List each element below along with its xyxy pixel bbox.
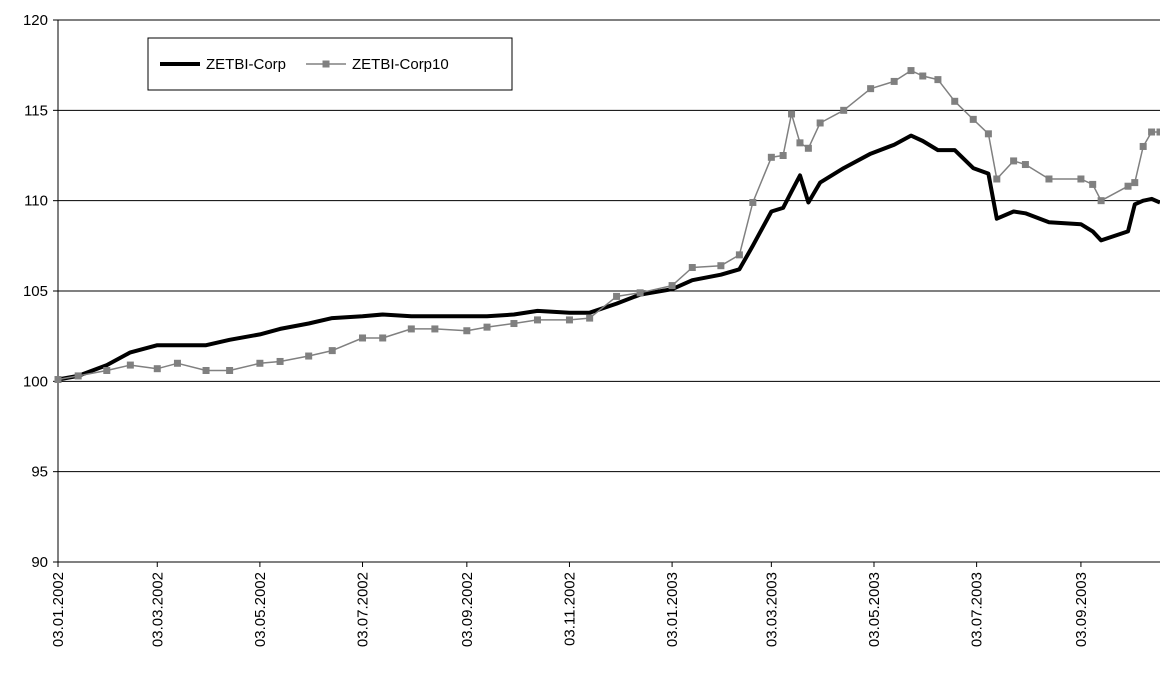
y-tick-label: 95 — [31, 464, 48, 481]
x-tick-label: 03.11.2002 — [561, 572, 578, 646]
x-tick-label: 03.07.2002 — [355, 572, 372, 647]
y-tick-label: 90 — [31, 554, 48, 571]
series-marker — [767, 153, 775, 161]
series-marker — [919, 72, 927, 80]
series-marker — [1045, 175, 1053, 183]
series-marker — [1124, 182, 1132, 190]
series-marker — [276, 357, 284, 365]
series-marker — [867, 85, 875, 93]
series-marker — [431, 325, 439, 333]
series-marker — [305, 352, 313, 360]
series-marker — [993, 175, 1001, 183]
legend-marker — [322, 60, 330, 68]
series-marker — [483, 323, 491, 331]
series-marker — [202, 366, 210, 374]
series-marker — [951, 97, 959, 105]
series-marker — [796, 139, 804, 147]
x-tick-label: 03.03.2002 — [149, 572, 166, 647]
series-marker — [840, 106, 848, 114]
series-marker — [804, 144, 812, 152]
y-tick-label: 120 — [23, 12, 48, 29]
series-marker — [533, 316, 541, 324]
series-marker — [969, 115, 977, 123]
series-marker — [1148, 128, 1156, 136]
x-tick-label: 03.09.2003 — [1073, 572, 1090, 647]
legend-label: ZETBI-Corp10 — [352, 56, 449, 73]
x-tick-label: 03.01.2002 — [50, 572, 67, 647]
series-marker — [735, 251, 743, 259]
series-line — [57, 69, 1160, 381]
series-marker — [463, 327, 471, 335]
series-marker — [934, 76, 942, 84]
series-marker — [359, 334, 367, 342]
series-marker — [688, 264, 696, 272]
series-marker — [890, 77, 898, 85]
series-marker — [407, 325, 415, 333]
series-marker — [256, 359, 264, 367]
series-marker — [1156, 128, 1160, 136]
x-tick-label: 03.05.2002 — [252, 572, 269, 647]
x-tick-label: 03.09.2002 — [459, 572, 476, 647]
x-tick-label: 03.05.2003 — [866, 572, 883, 647]
series-marker — [788, 110, 796, 118]
x-tick-label: 03.03.2003 — [763, 572, 780, 647]
series-marker — [74, 372, 82, 380]
series-marker — [613, 292, 621, 300]
series-marker — [153, 365, 161, 373]
series-marker — [586, 314, 594, 322]
series-marker — [126, 361, 134, 369]
series-marker — [1139, 142, 1147, 150]
series-marker — [103, 366, 111, 374]
legend-label: ZETBI-Corp — [206, 56, 286, 73]
series-marker — [1021, 161, 1029, 169]
series-line — [57, 133, 1160, 382]
series-marker — [717, 262, 725, 270]
series-marker — [907, 67, 915, 75]
series-marker — [328, 347, 336, 355]
series-marker — [565, 316, 573, 324]
y-tick-label: 100 — [23, 373, 48, 390]
series-marker — [173, 359, 181, 367]
series-marker — [668, 282, 676, 290]
series-marker — [636, 289, 644, 297]
y-tick-label: 105 — [23, 283, 48, 300]
series-marker — [1089, 180, 1097, 188]
series-marker — [816, 119, 824, 127]
y-tick-label: 115 — [24, 102, 48, 119]
series-marker — [1010, 157, 1018, 165]
y-tick-label: 110 — [24, 193, 48, 210]
series-marker — [984, 130, 992, 138]
x-tick-label: 03.07.2003 — [969, 572, 986, 647]
series-marker — [379, 334, 387, 342]
series-marker — [1097, 197, 1105, 205]
series-marker — [1131, 179, 1139, 187]
series-marker — [226, 366, 234, 374]
series-marker — [1077, 175, 1085, 183]
series-marker — [54, 376, 62, 384]
series-marker — [779, 152, 787, 159]
x-tick-label: 03.01.2003 — [664, 572, 681, 647]
series-marker — [510, 320, 518, 328]
series-marker — [749, 198, 757, 206]
